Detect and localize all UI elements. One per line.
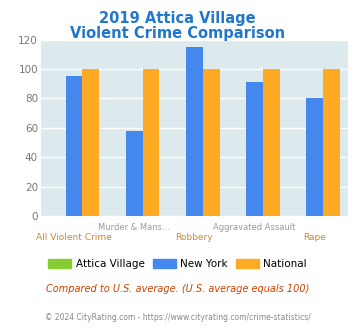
Bar [82,69,99,216]
Text: Robbery: Robbery [176,233,213,242]
Bar [143,69,159,216]
Text: © 2024 CityRating.com - https://www.cityrating.com/crime-statistics/: © 2024 CityRating.com - https://www.city… [45,313,310,322]
Text: Aggravated Assault: Aggravated Assault [213,223,296,232]
Bar [186,47,203,216]
Bar [66,76,82,216]
Text: Rape: Rape [303,233,326,242]
Legend: Attica Village, New York, National: Attica Village, New York, National [44,254,311,273]
Bar [246,82,263,216]
Text: 2019 Attica Village: 2019 Attica Village [99,11,256,25]
Text: All Violent Crime: All Violent Crime [36,233,112,242]
Bar [263,69,280,216]
Bar [203,69,220,216]
Text: Compared to U.S. average. (U.S. average equals 100): Compared to U.S. average. (U.S. average … [46,284,309,294]
Text: Murder & Mans...: Murder & Mans... [98,223,170,232]
Bar [306,98,323,216]
Bar [126,131,143,216]
Bar [323,69,340,216]
Text: Violent Crime Comparison: Violent Crime Comparison [70,26,285,41]
